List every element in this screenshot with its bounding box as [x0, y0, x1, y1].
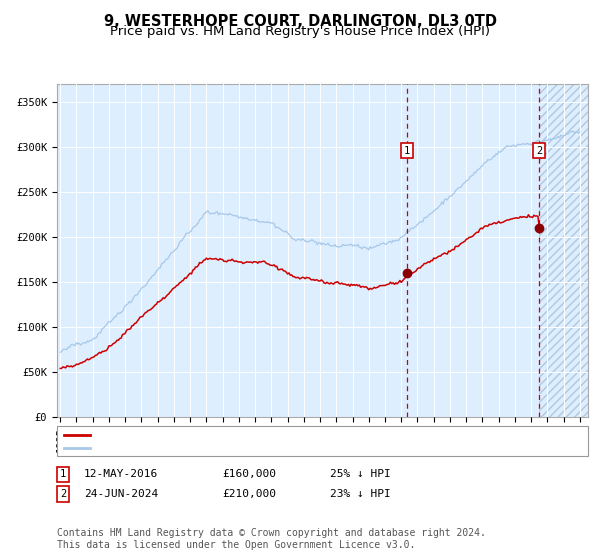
- Text: Contains HM Land Registry data © Crown copyright and database right 2024.
This d: Contains HM Land Registry data © Crown c…: [57, 528, 486, 550]
- Text: 23% ↓ HPI: 23% ↓ HPI: [330, 489, 391, 499]
- Bar: [539, 84, 596, 417]
- Text: 9, WESTERHOPE COURT, DARLINGTON, DL3 0TD: 9, WESTERHOPE COURT, DARLINGTON, DL3 0TD: [104, 14, 497, 29]
- Text: £210,000: £210,000: [222, 489, 276, 499]
- Text: 1: 1: [60, 469, 66, 479]
- Text: Price paid vs. HM Land Registry's House Price Index (HPI): Price paid vs. HM Land Registry's House …: [110, 25, 490, 38]
- Text: HPI: Average price, detached house, Darlington: HPI: Average price, detached house, Darl…: [96, 443, 407, 453]
- Text: 9, WESTERHOPE COURT, DARLINGTON, DL3 0TD (detached house): 9, WESTERHOPE COURT, DARLINGTON, DL3 0TD…: [96, 430, 481, 440]
- Text: 25% ↓ HPI: 25% ↓ HPI: [330, 469, 391, 479]
- Text: 2: 2: [60, 489, 66, 499]
- Text: 24-JUN-2024: 24-JUN-2024: [84, 489, 158, 499]
- Text: 2: 2: [536, 146, 542, 156]
- Text: £160,000: £160,000: [222, 469, 276, 479]
- Text: 12-MAY-2016: 12-MAY-2016: [84, 469, 158, 479]
- Text: 1: 1: [404, 146, 410, 156]
